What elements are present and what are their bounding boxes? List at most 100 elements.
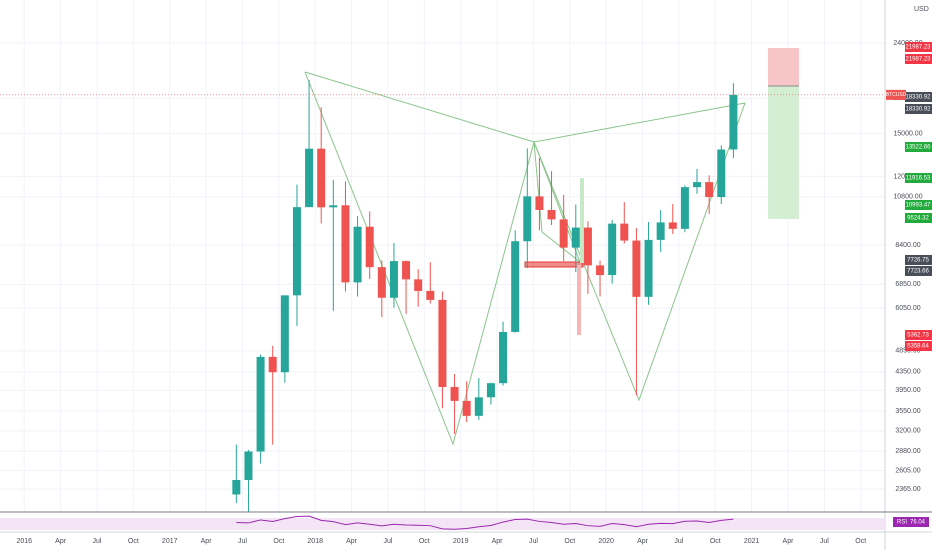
price-label: 21987.23 <box>905 57 931 63</box>
loss-box <box>577 265 581 335</box>
x-tick-label: Oct <box>273 538 284 545</box>
candle-body <box>559 219 568 248</box>
x-tick-label: Oct <box>564 538 575 545</box>
grid <box>0 0 885 512</box>
symbol-tag-bg <box>886 89 906 100</box>
candles <box>0 80 885 512</box>
x-tick-label: 2019 <box>453 538 469 545</box>
x-tick-label: Jul <box>820 538 829 545</box>
price-label: 11916.53 <box>906 176 931 182</box>
candle-body <box>729 94 738 150</box>
price-label: 18330.92 <box>905 95 931 101</box>
candle-body <box>547 209 556 220</box>
candle-body <box>717 149 726 198</box>
x-tick-label: Jul <box>238 538 247 545</box>
y-tick-label: 2605.00 <box>895 467 920 474</box>
candle-body <box>705 182 714 198</box>
candle-body <box>389 261 398 298</box>
x-tick-label: Apr <box>783 538 795 545</box>
candle-body <box>402 261 411 280</box>
price-label: 7726.75 <box>907 258 929 264</box>
candle-body <box>620 223 629 241</box>
price-label-bg <box>905 266 932 276</box>
price-label: 5358.64 <box>907 344 929 350</box>
price-label: 18330.92 <box>905 107 931 113</box>
price-label-bg <box>905 42 932 52</box>
price-label: 21987.23 <box>905 45 931 51</box>
candle-body <box>365 226 374 268</box>
rsi-band <box>0 518 885 530</box>
candle-body <box>280 295 289 373</box>
price-label: 10993.47 <box>905 203 931 209</box>
candle-body <box>632 240 641 297</box>
x-tick-label: Jul <box>93 538 102 545</box>
price-label: 9524.32 <box>907 216 929 222</box>
price-label-bg <box>905 142 932 152</box>
candle-body <box>305 148 314 208</box>
x-tick-label: Apr <box>55 538 67 545</box>
candle-body <box>644 239 653 297</box>
candle-body <box>268 356 277 373</box>
y-tick-label: 3950.00 <box>895 387 920 394</box>
x-tick-label: Apr <box>201 538 213 545</box>
x-tick-label: Oct <box>710 538 721 545</box>
candle-body <box>523 196 532 242</box>
rsi-line <box>236 515 734 530</box>
y-tick-label: 4850.00 <box>895 348 920 355</box>
y-tick-label: 15000.00 <box>893 130 922 137</box>
reward-box <box>768 86 799 219</box>
candle-body <box>608 223 617 276</box>
price-label-bg <box>905 341 932 351</box>
symbol-tag: BTCUSD <box>886 92 907 98</box>
price-label-bg <box>905 54 932 64</box>
candle-body <box>499 331 508 384</box>
candle-body <box>680 187 689 229</box>
rsi-value: 76.04 <box>910 520 926 526</box>
drawings <box>304 48 799 446</box>
x-tick-label: 2018 <box>307 538 323 545</box>
candle-body <box>583 227 592 266</box>
rsi-name: RSI <box>897 520 907 526</box>
x-tick-label: Oct <box>128 538 139 545</box>
candle-body <box>462 400 471 416</box>
candle-body <box>317 148 326 208</box>
candle-body <box>474 397 483 416</box>
price-label: 7723.66 <box>907 269 929 275</box>
candle-body <box>341 205 350 283</box>
candle-body <box>244 451 253 480</box>
price-label: 5362.73 <box>907 333 929 339</box>
y-tick-label: 4350.00 <box>895 369 920 376</box>
candle-body <box>329 205 338 208</box>
price-label-bg <box>905 104 932 114</box>
y-tick-label: 2880.00 <box>895 448 920 455</box>
candle-body <box>256 356 265 452</box>
candle-body <box>377 267 386 298</box>
y-tick-label: 2365.00 <box>895 486 920 493</box>
risk-box <box>768 48 799 86</box>
price-label: 13522.66 <box>905 145 931 151</box>
y-tick-label: 8400.00 <box>895 242 920 249</box>
currency: USD <box>914 6 929 13</box>
candle-body <box>353 226 362 283</box>
candle-body <box>596 265 605 276</box>
candle-body <box>486 383 495 398</box>
x-tick-label: Jul <box>383 538 392 545</box>
profit-box <box>580 178 584 263</box>
candle-body <box>535 196 544 210</box>
x-tick-label: 2016 <box>16 538 32 545</box>
y-tick-label: 10800.00 <box>893 194 922 201</box>
x-tick-label: 2021 <box>744 538 760 545</box>
price-label-bg <box>905 213 932 223</box>
x-tick-label: Apr <box>637 538 649 545</box>
candle-body <box>292 207 301 296</box>
candle-body <box>414 279 423 291</box>
candle-body <box>668 222 677 229</box>
candle-body <box>232 479 241 495</box>
x-tick-label: Jul <box>529 538 538 545</box>
x-tick-label: Oct <box>855 538 866 545</box>
rsi-pane: RSI 76.04 <box>236 515 929 530</box>
y-tick-label: 3200.00 <box>895 428 920 435</box>
candle-body <box>426 290 435 300</box>
candle-body <box>450 386 459 401</box>
